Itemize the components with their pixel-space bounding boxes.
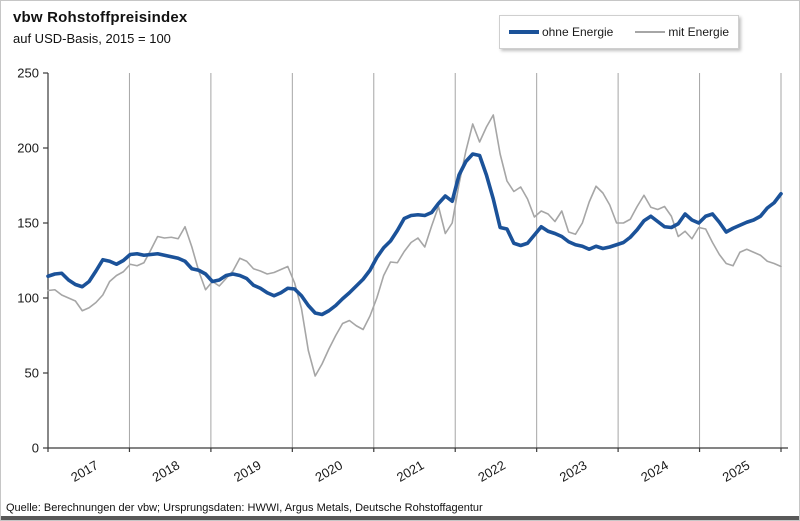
legend-label: mit Energie [668, 25, 730, 39]
page-title: vbw Rohstoffpreisindex [13, 9, 188, 26]
y-axis-label: 200 [17, 141, 39, 156]
legend-label: ohne Energie [541, 25, 614, 39]
y-axis-label: 0 [32, 441, 39, 456]
legend-box: ohne Energie mit Energie [499, 15, 739, 49]
mit-energie-line [47, 114, 782, 377]
ohne-energie-line-swatch-icon [508, 30, 539, 34]
x-axis-year-label: 2018 [150, 457, 183, 484]
legend-item-ohne-energie: ohne Energie [508, 25, 614, 39]
legend-item-mit-energie: mit Energie [635, 25, 729, 39]
x-axis-year-label: 2023 [557, 457, 590, 484]
ohne-energie-line [46, 152, 783, 317]
y-axis-label: 100 [17, 291, 39, 306]
x-axis-year-label: 2022 [475, 457, 508, 484]
y-axis-label: 250 [17, 66, 39, 81]
x-axis-year-label: 2017 [68, 457, 101, 484]
y-axis-label: 150 [17, 216, 39, 231]
page-subtitle: auf USD-Basis, 2015 = 100 [13, 31, 171, 46]
x-axis-year-label: 2019 [231, 457, 264, 484]
bottom-accent-bar [1, 516, 799, 520]
x-axis-year-label: 2021 [394, 457, 427, 484]
source-line: Quelle: Berechnungen der vbw; Ursprungsd… [6, 502, 483, 514]
x-axis-year-label: 2025 [720, 457, 753, 484]
mit-energie-line-swatch-icon [635, 31, 666, 33]
x-axis-year-label: 2020 [313, 457, 346, 484]
x-axis-year-label: 2024 [638, 457, 671, 484]
y-axis-label: 50 [25, 366, 39, 381]
chart-canvas: 0 50 100 150 200 250 2017 2018 2019 2020 2021 2022 2… [17, 66, 788, 485]
